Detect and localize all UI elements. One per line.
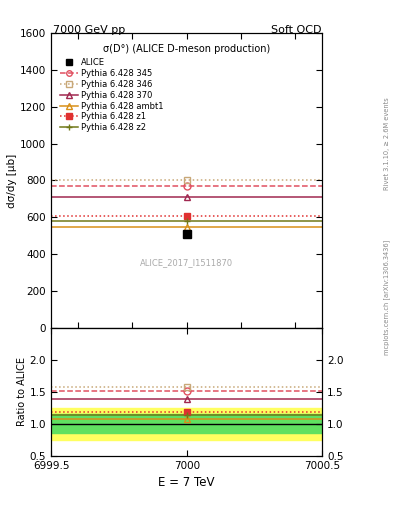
Y-axis label: dσ/dy [μb]: dσ/dy [μb] bbox=[7, 154, 17, 207]
Text: ALICE_2017_I1511870: ALICE_2017_I1511870 bbox=[140, 259, 233, 267]
Text: Rivet 3.1.10, ≥ 2.6M events: Rivet 3.1.10, ≥ 2.6M events bbox=[384, 97, 390, 190]
Legend: ALICE, Pythia 6.428 345, Pythia 6.428 346, Pythia 6.428 370, Pythia 6.428 ambt1,: ALICE, Pythia 6.428 345, Pythia 6.428 34… bbox=[58, 57, 165, 134]
Bar bbox=[51, 414, 322, 433]
Text: Soft QCD: Soft QCD bbox=[271, 25, 321, 35]
Text: mcplots.cern.ch [arXiv:1306.3436]: mcplots.cern.ch [arXiv:1306.3436] bbox=[384, 239, 391, 355]
Y-axis label: Ratio to ALICE: Ratio to ALICE bbox=[17, 357, 27, 426]
X-axis label: E = 7 TeV: E = 7 TeV bbox=[158, 476, 215, 489]
Text: σ(D°) (ALICE D-meson production): σ(D°) (ALICE D-meson production) bbox=[103, 44, 270, 54]
Text: 7000 GeV pp: 7000 GeV pp bbox=[53, 25, 125, 35]
Bar bbox=[51, 408, 322, 440]
